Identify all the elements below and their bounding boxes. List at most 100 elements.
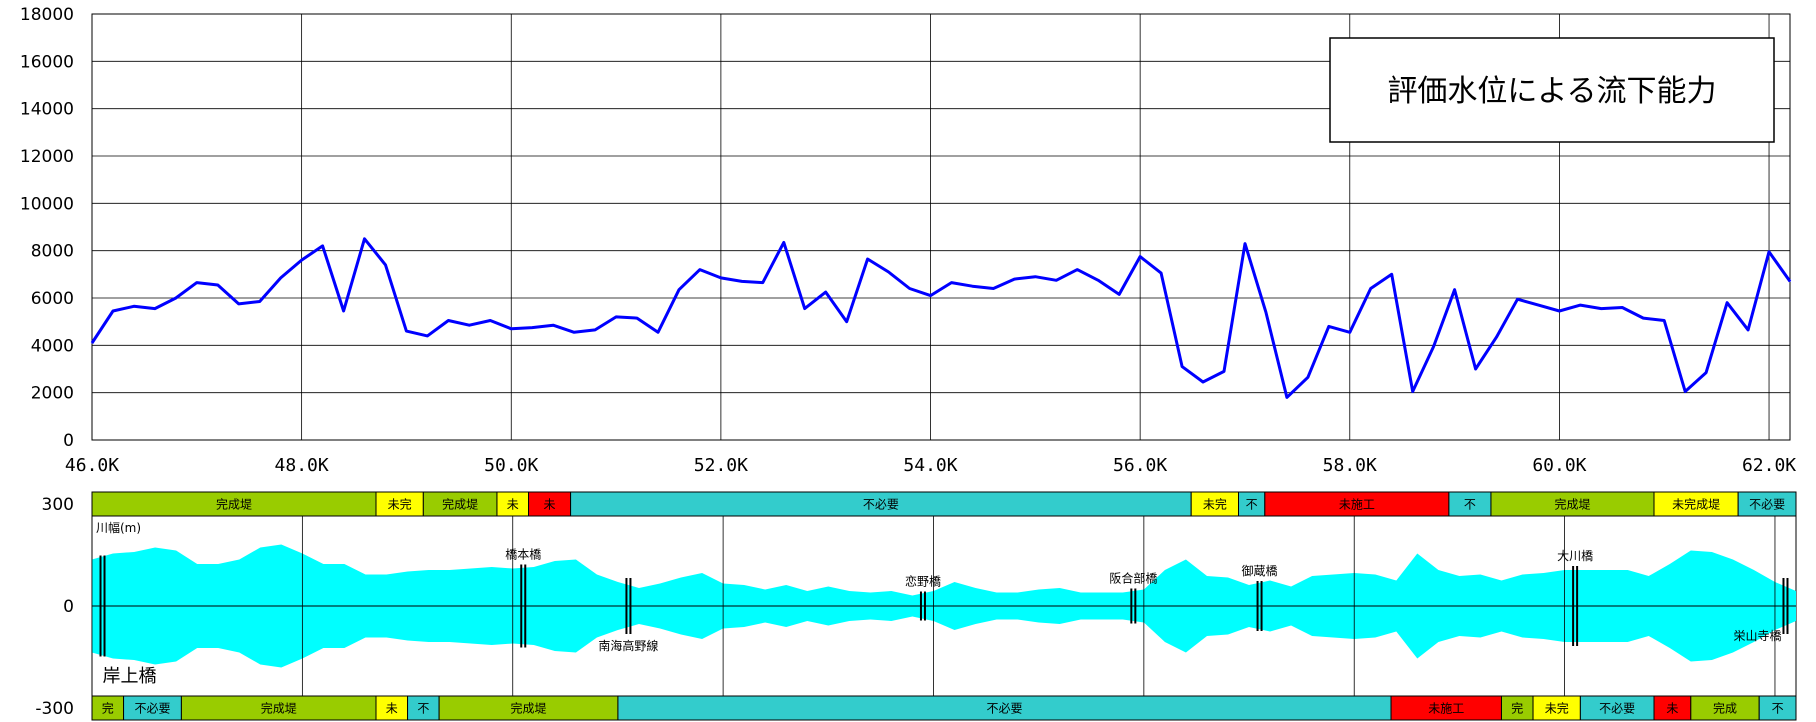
data-point	[1475, 368, 1477, 370]
data-point	[1433, 345, 1435, 348]
width-y-tick-label: 0	[63, 597, 74, 617]
levee-top-segment	[528, 491, 572, 517]
data-point	[888, 271, 890, 273]
levee-top-segment-label: 不	[1246, 498, 1258, 512]
levee-bottom-segment-label: 未	[1666, 702, 1678, 716]
levee-bottom-segment	[1532, 695, 1581, 721]
levee-bottom-segment	[1579, 695, 1655, 721]
data-point	[741, 280, 743, 282]
levee-bottom-segment	[1690, 695, 1760, 721]
bridge-label: 南海高野線	[598, 638, 658, 653]
capacity-series-line	[90, 237, 1792, 399]
data-point	[1097, 279, 1099, 281]
data-point	[1370, 287, 1372, 290]
data-point	[594, 329, 596, 331]
levee-top-segment-label: 未完成堤	[1672, 497, 1720, 512]
width-y-tick-label: 300	[42, 495, 74, 515]
levee-top-segment-label: 未	[544, 498, 556, 512]
data-point	[825, 291, 827, 293]
bridge-label: 御蔵橋	[1242, 563, 1278, 578]
data-point	[1139, 256, 1141, 258]
data-point	[657, 331, 659, 333]
data-point	[426, 335, 428, 337]
data-point	[1454, 289, 1456, 291]
levee-top-segment-label: 完成堤	[216, 497, 252, 512]
y-tick-label: 16000	[20, 52, 74, 72]
y-tick-label: 0	[63, 431, 74, 451]
data-point	[846, 321, 848, 323]
data-point	[363, 238, 366, 240]
levee-bottom-segment	[123, 695, 182, 721]
levee-bottom-segment-label: 完成堤	[511, 701, 547, 716]
levee-bottom-segment-label: 未施工	[1428, 702, 1464, 716]
data-point	[1412, 390, 1414, 393]
levee-top-segment-label: 完成堤	[442, 497, 478, 512]
levee-bottom-segment-label: 完	[102, 701, 114, 716]
bridge-label: 橋本橋	[505, 548, 541, 562]
chart-title: 評価水位による流下能力	[1387, 74, 1716, 109]
levee-top-segment	[1190, 491, 1240, 517]
levee-top-segment-label: 未完	[1203, 497, 1227, 512]
width-axis-label: 川幅(m)	[96, 520, 141, 535]
data-point	[783, 241, 785, 243]
data-point	[238, 303, 240, 305]
levee-bottom-segment-label: 不必要	[134, 702, 170, 716]
data-point	[1307, 376, 1309, 378]
x-tick-label: 48.0K	[275, 455, 329, 476]
data-point	[1328, 325, 1330, 327]
data-point	[1579, 304, 1581, 306]
data-point	[1705, 372, 1707, 374]
levee-top-segment-label: 未完	[388, 497, 412, 512]
levee-bottom-segment-label: 未完	[1545, 701, 1569, 716]
levee-top-segment	[375, 491, 424, 517]
bridge-label: 栄山寺橋	[1733, 629, 1781, 643]
data-point	[1391, 273, 1393, 275]
data-point	[1118, 293, 1120, 295]
y-tick-label: 4000	[31, 336, 74, 356]
levee-bottom-segment	[617, 695, 1392, 721]
levee-top-segment	[422, 491, 498, 517]
x-tick-label: 52.0K	[694, 455, 748, 476]
y-tick-label: 14000	[20, 100, 74, 120]
data-point	[1160, 272, 1162, 274]
levee-bottom-segment-label: 完成	[1713, 701, 1737, 716]
levee-top-segment	[1737, 491, 1797, 517]
data-point	[1600, 308, 1602, 310]
levee-bottom-segment	[1390, 695, 1502, 721]
data-point	[1726, 302, 1728, 304]
data-point	[112, 310, 114, 312]
levee-bottom-segment	[1758, 695, 1797, 721]
x-tick-label: 54.0K	[903, 455, 957, 476]
x-tick-label: 62.0K	[1742, 455, 1796, 476]
data-point	[405, 330, 407, 332]
bridge-label: 大川橋	[1557, 549, 1593, 563]
data-point	[468, 324, 470, 326]
data-point	[510, 328, 512, 330]
data-point	[1286, 396, 1288, 398]
data-point	[1076, 269, 1078, 271]
levee-bottom-segment-label: 不	[417, 702, 429, 716]
x-tick-label: 46.0K	[65, 455, 119, 476]
data-point	[531, 327, 533, 329]
data-point	[196, 282, 198, 284]
data-point	[867, 258, 869, 260]
data-point	[1495, 336, 1498, 338]
levee-bottom-segment	[1500, 695, 1534, 721]
data-point	[384, 264, 387, 266]
data-point	[154, 308, 156, 310]
chart-title-box	[1329, 37, 1775, 143]
data-point	[950, 282, 953, 284]
data-point	[1768, 251, 1770, 253]
levee-top-segment-label: 不	[1464, 498, 1476, 512]
data-point	[971, 285, 974, 287]
data-point	[1349, 331, 1351, 333]
data-point	[1663, 319, 1665, 322]
data-point	[1202, 381, 1204, 383]
y-tick-label: 12000	[20, 147, 74, 167]
data-point	[322, 245, 324, 247]
levee-top-segment-label: 不必要	[1749, 498, 1785, 512]
y-tick-label: 6000	[31, 289, 74, 309]
levee-top-segment-label: 未施工	[1339, 498, 1375, 512]
